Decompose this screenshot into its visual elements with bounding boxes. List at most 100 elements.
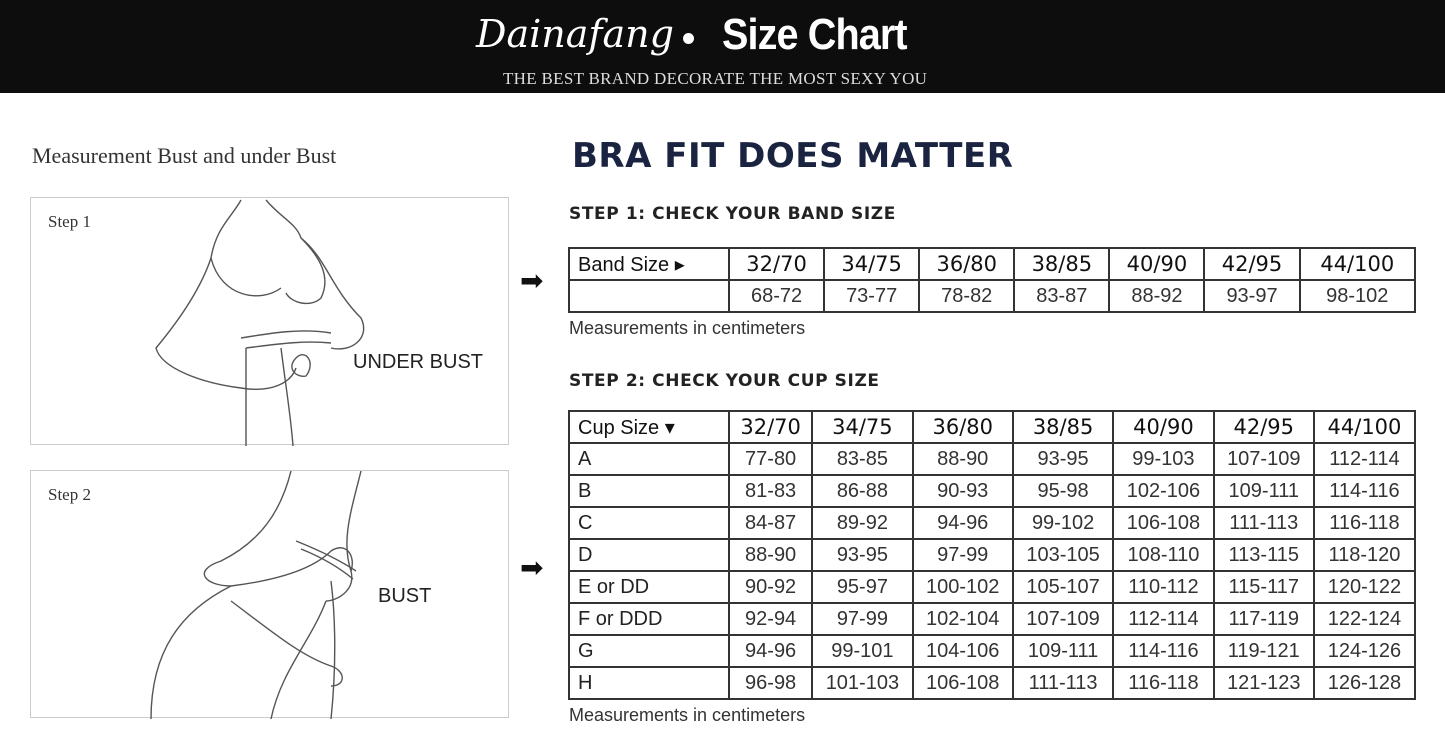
step1-illustration: Step 1 UNDER BUST (30, 197, 509, 446)
table-cell: 103-105 (1011, 538, 1115, 572)
column-header: 32/70 (727, 247, 826, 281)
column-header: 44/100 (1312, 410, 1417, 444)
header-row: Band Size ▸ 32/70 34/75 36/80 38/85 40/90 42/9… (568, 247, 1417, 281)
right-arrow-icon: ➡ (520, 265, 544, 296)
band-size-table: Band Size ▸ 32/70 34/75 36/80 38/85 40/90 42/9… (568, 247, 1417, 313)
table-cell: 124-126 (1312, 634, 1417, 668)
table-cell: 119-121 (1212, 634, 1315, 668)
table-cell: 112-114 (1112, 602, 1215, 636)
table-cell: 95-98 (1011, 474, 1115, 508)
table-cell: 97-99 (911, 538, 1014, 572)
table-cell: 107-109 (1212, 442, 1315, 476)
table-cell: 97-99 (811, 602, 914, 636)
bust-figure (150, 471, 362, 719)
table-cell: 84-87 (727, 506, 814, 540)
column-header: 40/90 (1108, 247, 1206, 281)
table-cell: 115-117 (1212, 570, 1315, 604)
step1-heading: STEP 1: CHECK YOUR BAND SIZE (569, 204, 896, 224)
table-cell: 88-90 (727, 538, 814, 572)
bust-caption: BUST (378, 585, 432, 607)
column-header: 36/80 (918, 247, 1016, 281)
table-cell: 95-97 (811, 570, 914, 604)
table-cell: 89-92 (811, 506, 914, 540)
table-cell: 90-93 (911, 474, 1014, 508)
header-banner: Dainafang Size Chart THE BEST BRAND DECO… (0, 0, 1445, 93)
table-cell: 94-96 (727, 634, 814, 668)
column-header: 42/95 (1212, 410, 1315, 444)
table-cell: 77-80 (727, 442, 814, 476)
column-header: 34/75 (823, 247, 921, 281)
table-cell: 105-107 (1011, 570, 1115, 604)
brand-name: Dainafang (476, 12, 674, 56)
table-cell: 90-92 (727, 570, 814, 604)
table-cell: 86-88 (811, 474, 914, 508)
row-label (568, 279, 730, 313)
row-label: H (568, 666, 730, 700)
table-cell: 83-85 (811, 442, 914, 476)
table-cell: 102-106 (1112, 474, 1215, 508)
table-row: A 77-80 83-85 88-90 93-95 99-103 107-109 112-11… (568, 442, 1417, 476)
table-row: G 94-96 99-101 104-106 109-111 114-116 119-121… (568, 634, 1417, 668)
table-row: B 81-83 86-88 90-93 95-98 102-106 109-111 114-1… (568, 474, 1417, 508)
step2-illustration: Step 2 BUST (30, 470, 509, 719)
under-bust-caption: UNDER BUST (353, 351, 484, 373)
table-cell: 111-113 (1212, 506, 1315, 540)
table-cell: 88-92 (1108, 279, 1206, 313)
table-cell: 106-108 (1112, 506, 1215, 540)
step2-label: Step 2 (48, 485, 91, 504)
table-cell: 73-77 (823, 279, 921, 313)
table-cell: 113-115 (1212, 538, 1315, 572)
column-header: 34/75 (811, 410, 914, 444)
table-cell: 110-112 (1112, 570, 1215, 604)
table-cell: 100-102 (911, 570, 1014, 604)
table-cell: 88-90 (911, 442, 1014, 476)
header-label: Cup Size ▾ (568, 410, 730, 444)
table-cell: 116-118 (1112, 666, 1215, 700)
measurement-title: Measurement Bust and under Bust (32, 143, 337, 168)
table-cell: 93-97 (1203, 279, 1301, 313)
table-cell: 101-103 (811, 666, 914, 700)
column-header: 32/70 (727, 410, 814, 444)
table-cell: 122-124 (1312, 602, 1417, 636)
table-cell: 99-101 (811, 634, 914, 668)
table-cell: 99-102 (1011, 506, 1115, 540)
table-row: F or DDD 92-94 97-99 102-104 107-109 112-114 1… (568, 602, 1417, 636)
table-cell: 109-111 (1011, 634, 1115, 668)
table-cell: 102-104 (911, 602, 1014, 636)
table-cell: 109-111 (1212, 474, 1315, 508)
table-cell: 111-113 (1011, 666, 1115, 700)
table-cell: 120-122 (1312, 570, 1417, 604)
column-header: 38/85 (1011, 410, 1115, 444)
table-cell: 112-114 (1312, 442, 1417, 476)
main-title: BRA FIT DOES MATTER (572, 136, 1014, 176)
step2-heading: STEP 2: CHECK YOUR CUP SIZE (569, 371, 880, 391)
column-header: 44/100 (1298, 247, 1417, 281)
column-header: 40/90 (1112, 410, 1215, 444)
table-cell: 107-109 (1011, 602, 1115, 636)
table-cell: 114-116 (1112, 634, 1215, 668)
table-cell: 116-118 (1312, 506, 1417, 540)
table-row: D 88-90 93-95 97-99 103-105 108-110 113-115 118… (568, 538, 1417, 572)
row-label: D (568, 538, 730, 572)
table-cell: 92-94 (727, 602, 814, 636)
table-row: H 96-98 101-103 106-108 111-113 116-118 121-12… (568, 666, 1417, 700)
dot-separator (683, 33, 694, 44)
table-cell: 93-95 (811, 538, 914, 572)
table-cell: 104-106 (911, 634, 1014, 668)
table-cell: 78-82 (918, 279, 1016, 313)
row-label: G (568, 634, 730, 668)
table-cell: 81-83 (727, 474, 814, 508)
header-row: Cup Size ▾ 32/70 34/75 36/80 38/85 40/90 42/95… (568, 410, 1417, 444)
table-row: 68-72 73-77 78-82 83-87 88-92 93-97 98-102 (568, 279, 1417, 313)
table-cell: 68-72 (727, 279, 826, 313)
step1-label: Step 1 (48, 212, 91, 231)
column-header: 36/80 (911, 410, 1014, 444)
table-cell: 108-110 (1112, 538, 1215, 572)
tagline: THE BEST BRAND DECORATE THE MOST SEXY YO… (503, 69, 928, 88)
table-row: E or DD 90-92 95-97 100-102 105-107 110-112 11… (568, 570, 1417, 604)
cup-measurement-note: Measurements in centimeters (569, 705, 806, 725)
row-label: F or DDD (568, 602, 730, 636)
row-label: C (568, 506, 730, 540)
table-cell: 96-98 (727, 666, 814, 700)
cup-size-table: Cup Size ▾ 32/70 34/75 36/80 38/85 40/90 42/95… (568, 410, 1417, 700)
